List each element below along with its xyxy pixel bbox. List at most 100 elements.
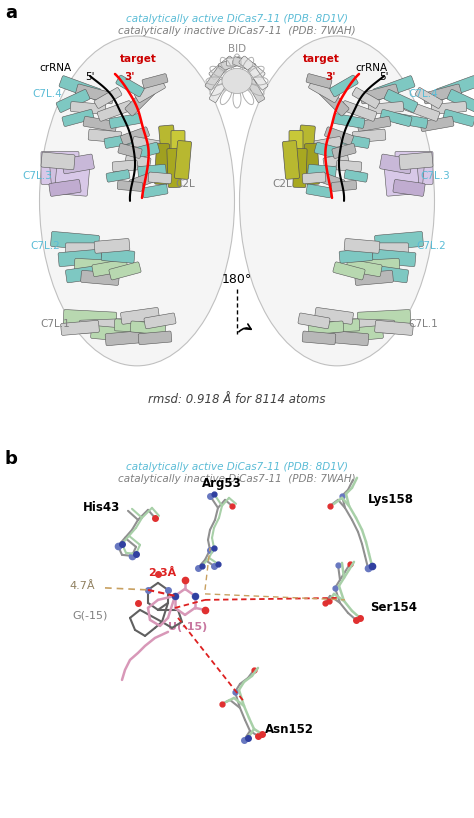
- FancyBboxPatch shape: [79, 318, 131, 333]
- FancyBboxPatch shape: [315, 308, 354, 324]
- Text: 5': 5': [85, 72, 95, 82]
- FancyBboxPatch shape: [335, 326, 383, 342]
- FancyBboxPatch shape: [227, 58, 247, 66]
- FancyBboxPatch shape: [120, 127, 149, 145]
- FancyBboxPatch shape: [306, 74, 332, 88]
- FancyBboxPatch shape: [346, 259, 382, 276]
- FancyBboxPatch shape: [396, 114, 428, 128]
- FancyBboxPatch shape: [369, 265, 409, 283]
- FancyBboxPatch shape: [309, 79, 339, 102]
- FancyBboxPatch shape: [306, 184, 332, 198]
- FancyBboxPatch shape: [239, 56, 265, 80]
- FancyBboxPatch shape: [55, 166, 90, 196]
- FancyBboxPatch shape: [138, 331, 172, 344]
- FancyBboxPatch shape: [205, 66, 225, 90]
- FancyBboxPatch shape: [384, 166, 419, 196]
- Text: target: target: [120, 54, 157, 64]
- FancyBboxPatch shape: [94, 88, 122, 108]
- FancyBboxPatch shape: [304, 143, 319, 185]
- FancyBboxPatch shape: [308, 321, 344, 335]
- FancyBboxPatch shape: [314, 142, 344, 160]
- FancyBboxPatch shape: [118, 143, 142, 159]
- FancyBboxPatch shape: [298, 313, 330, 329]
- FancyBboxPatch shape: [97, 101, 133, 121]
- FancyBboxPatch shape: [209, 56, 235, 80]
- FancyBboxPatch shape: [155, 143, 170, 185]
- FancyBboxPatch shape: [117, 181, 143, 191]
- FancyBboxPatch shape: [94, 239, 130, 254]
- Text: 4.7Å: 4.7Å: [69, 581, 95, 591]
- Text: C7L.1: C7L.1: [40, 319, 70, 329]
- FancyBboxPatch shape: [132, 137, 164, 151]
- FancyBboxPatch shape: [142, 74, 168, 88]
- FancyBboxPatch shape: [105, 330, 151, 346]
- FancyBboxPatch shape: [247, 79, 265, 102]
- FancyBboxPatch shape: [344, 239, 380, 254]
- FancyBboxPatch shape: [81, 271, 119, 285]
- FancyBboxPatch shape: [51, 231, 100, 250]
- FancyBboxPatch shape: [387, 157, 425, 191]
- FancyBboxPatch shape: [49, 157, 87, 191]
- FancyBboxPatch shape: [343, 318, 395, 333]
- Text: target: target: [303, 54, 340, 64]
- FancyBboxPatch shape: [420, 116, 454, 132]
- FancyBboxPatch shape: [302, 172, 326, 184]
- FancyBboxPatch shape: [302, 331, 336, 344]
- FancyBboxPatch shape: [393, 179, 425, 196]
- Text: C7L.4: C7L.4: [408, 89, 438, 99]
- FancyBboxPatch shape: [319, 173, 345, 190]
- Text: Ser154: Ser154: [370, 601, 417, 614]
- Text: a: a: [5, 4, 17, 22]
- FancyBboxPatch shape: [336, 160, 362, 172]
- FancyBboxPatch shape: [41, 151, 79, 184]
- Text: C7L.3: C7L.3: [420, 171, 450, 181]
- FancyBboxPatch shape: [384, 89, 418, 113]
- FancyBboxPatch shape: [137, 164, 166, 178]
- FancyBboxPatch shape: [380, 110, 412, 127]
- FancyBboxPatch shape: [142, 184, 168, 198]
- Text: C2L: C2L: [272, 179, 292, 189]
- FancyBboxPatch shape: [308, 164, 337, 178]
- FancyBboxPatch shape: [130, 142, 160, 160]
- Text: 2.3Å: 2.3Å: [148, 568, 176, 578]
- FancyBboxPatch shape: [218, 56, 242, 71]
- FancyBboxPatch shape: [65, 243, 110, 257]
- Text: C7L.2: C7L.2: [416, 240, 446, 251]
- FancyBboxPatch shape: [114, 319, 156, 333]
- FancyBboxPatch shape: [323, 154, 349, 168]
- FancyBboxPatch shape: [415, 88, 443, 108]
- FancyBboxPatch shape: [58, 249, 102, 267]
- Text: Arg53: Arg53: [202, 477, 242, 490]
- FancyBboxPatch shape: [232, 56, 256, 71]
- FancyBboxPatch shape: [88, 129, 122, 142]
- FancyBboxPatch shape: [380, 154, 412, 173]
- Text: b: b: [5, 450, 18, 468]
- FancyBboxPatch shape: [404, 101, 440, 121]
- FancyBboxPatch shape: [109, 114, 141, 128]
- FancyBboxPatch shape: [422, 84, 462, 104]
- Text: C2L: C2L: [175, 179, 195, 189]
- FancyBboxPatch shape: [59, 76, 101, 101]
- FancyBboxPatch shape: [338, 133, 370, 148]
- FancyBboxPatch shape: [120, 308, 159, 324]
- Text: U(-15): U(-15): [168, 622, 208, 631]
- FancyBboxPatch shape: [310, 137, 342, 151]
- FancyBboxPatch shape: [75, 84, 114, 104]
- FancyBboxPatch shape: [436, 76, 474, 101]
- FancyBboxPatch shape: [125, 86, 155, 116]
- FancyBboxPatch shape: [101, 249, 135, 263]
- FancyBboxPatch shape: [104, 133, 136, 148]
- Text: crRNA: crRNA: [40, 63, 72, 73]
- FancyBboxPatch shape: [61, 321, 100, 335]
- FancyBboxPatch shape: [283, 141, 300, 179]
- Text: 3': 3': [124, 72, 135, 82]
- FancyBboxPatch shape: [174, 141, 191, 179]
- FancyBboxPatch shape: [368, 101, 404, 115]
- FancyBboxPatch shape: [325, 127, 354, 145]
- Text: 5': 5': [379, 72, 389, 82]
- FancyBboxPatch shape: [332, 143, 356, 159]
- FancyBboxPatch shape: [92, 259, 128, 276]
- Text: His43: His43: [83, 501, 120, 515]
- Ellipse shape: [239, 36, 435, 366]
- Text: rmsd: 0.918 Å for 8114 atoms: rmsd: 0.918 Å for 8114 atoms: [148, 393, 326, 406]
